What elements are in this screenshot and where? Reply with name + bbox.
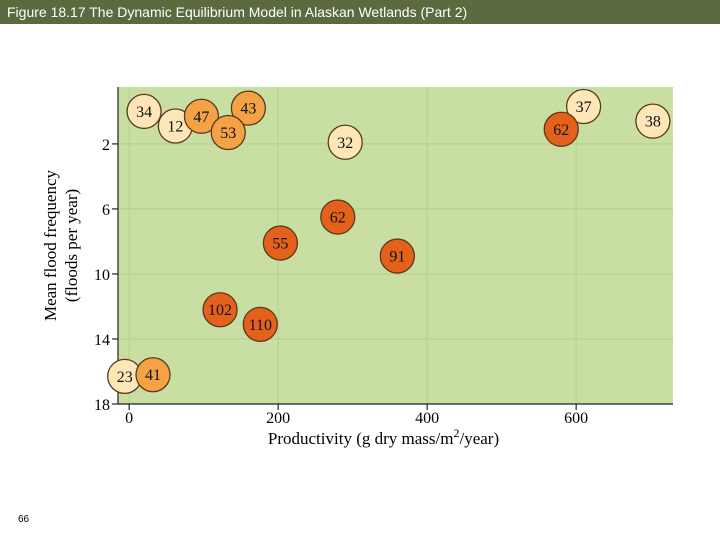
x-tick-label: 400 [415,410,439,427]
data-point: 62 [543,111,579,147]
y-axis-title: Mean flood frequency (floods per year) [41,169,81,321]
data-point-label: 47 [193,109,209,126]
data-point-circle [202,292,238,328]
data-point-circle [379,238,416,274]
data-point-circle [183,98,220,134]
data-point: 91 [379,238,416,274]
x-tick-label: 600 [564,410,588,427]
y-axis-title-line-1: Mean flood frequency [41,169,60,321]
data-point: 62 [320,199,356,235]
data-point-label: 91 [389,249,405,266]
data-point-label: 55 [272,236,288,253]
data-point: 110 [242,306,278,342]
data-point: 23 [107,358,143,395]
data-point-label: 62 [330,210,346,227]
data-point-label: 12 [167,119,183,136]
y-axis-ticks: 2 6 10 14 18 [94,137,118,414]
slide-title: Figure 18.17 The Dynamic Equilibrium Mod… [7,4,468,20]
data-point-circle [135,357,171,393]
data-point-circle [230,90,267,126]
data-point: 34 [126,93,162,130]
y-tick-label: 10 [94,267,110,284]
data-point-label: 38 [645,114,661,131]
page-number: 66 [18,514,30,525]
x-tick-label: 200 [266,410,290,427]
data-point: 47 [183,98,220,134]
y-tick-label: 6 [102,202,110,219]
slide-title-bar: Figure 18.17 The Dynamic Equilibrium Mod… [0,0,720,24]
data-point-label: 62 [553,122,569,139]
data-point: 102 [202,292,238,328]
y-tick-label: 2 [102,137,110,154]
data-point-circle [320,199,356,235]
data-point-label: 53 [220,125,236,142]
data-point-circle [126,93,162,130]
data-point-label: 23 [117,369,133,386]
data-point-circle [327,124,363,160]
x-tick-label: 0 [125,410,133,427]
data-point: 32 [327,124,363,160]
data-point-circle [242,306,278,342]
y-tick-label: 14 [94,332,110,349]
data-point-label: 34 [136,104,152,121]
data-point-label: 32 [337,135,353,152]
y-tick-label: 18 [94,397,110,414]
data-point-label: 37 [576,99,592,116]
data-point-label: 41 [145,367,161,384]
axes [117,87,673,405]
data-point-label: 102 [208,302,232,319]
y-axis-title-line-2: (floods per year) [62,189,81,302]
data-point-circle [635,103,671,139]
data-point: 43 [230,90,267,126]
data-point: 53 [210,114,246,151]
x-axis-ticks: 0 200 400 600 [125,404,588,427]
data-point-circle [565,88,602,125]
data-point-circle [543,111,579,147]
data-point: 38 [635,103,671,139]
data-point-label: 43 [240,101,256,118]
x-axis-title: Productivity (g dry mass/m2/year) [268,426,499,448]
data-point: 37 [565,88,602,125]
data-point-circle [262,225,299,261]
data-point: 55 [262,225,299,261]
data-point: 41 [135,357,171,393]
data-point-label: 110 [249,317,272,334]
data-point-circle [210,114,246,151]
